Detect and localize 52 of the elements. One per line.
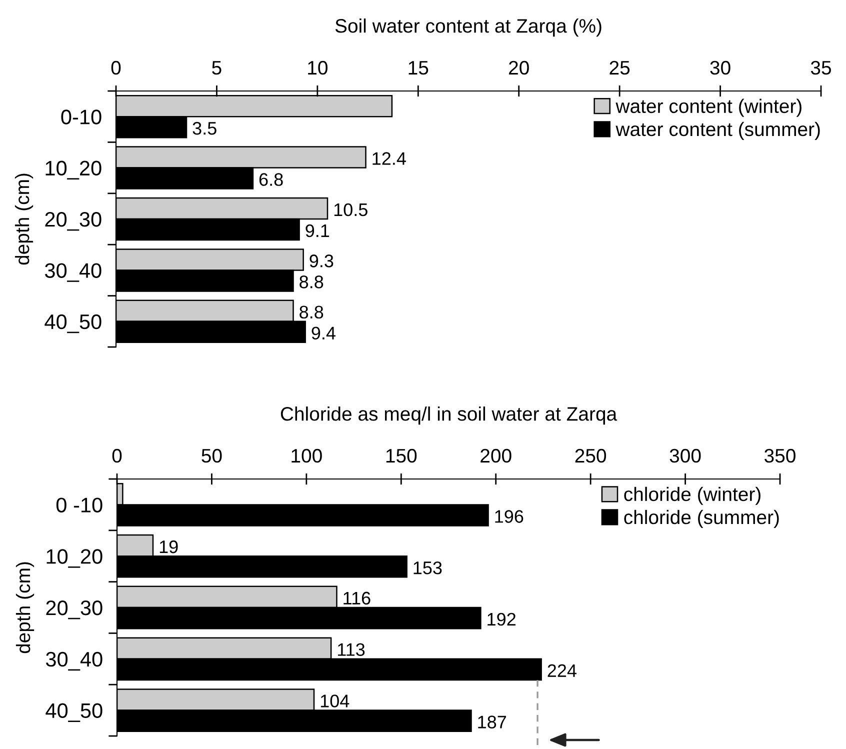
y-tick-label: 40_50 xyxy=(44,314,102,334)
x-tick-label: 250 xyxy=(575,448,606,463)
data-label: 196 xyxy=(495,510,524,523)
data-label: 8.8 xyxy=(300,276,324,288)
x-tick-label: 0 xyxy=(111,60,121,75)
data-label: 8.8 xyxy=(300,306,324,319)
data-label: 9.1 xyxy=(306,224,330,238)
x-tick-label: 15 xyxy=(408,61,428,75)
y-tick-label: 30_40 xyxy=(44,263,102,282)
data-label: 9.3 xyxy=(310,254,334,268)
x-tick-label: 350 xyxy=(764,448,796,463)
x-tick-label: 100 xyxy=(292,448,322,463)
y-tick-label: 30_40 xyxy=(46,652,102,671)
data-label: 113 xyxy=(338,643,365,656)
x-tick-label: 50 xyxy=(202,448,222,463)
y-tick-label: 0 -10 xyxy=(56,498,102,512)
x-tick-label: 150 xyxy=(386,448,417,463)
y-axis-title: depth (cm) xyxy=(14,174,34,265)
data-label: 187 xyxy=(478,716,506,728)
data-label: 9.4 xyxy=(312,326,336,340)
y-tick-label: 20_30 xyxy=(45,212,102,231)
data-label: 153 xyxy=(414,561,442,574)
data-label: 3.5 xyxy=(192,122,216,135)
data-label: 224 xyxy=(548,664,576,677)
x-tick-label: 0 xyxy=(112,448,122,463)
x-tick-label: 200 xyxy=(480,448,512,463)
y-tick-label: 20_30 xyxy=(46,600,102,620)
x-tick-label: 300 xyxy=(670,448,701,463)
y-tick-label: 10_20 xyxy=(46,160,102,180)
chart-title: Chloride as meq/l in soil water at Zarqa xyxy=(280,406,618,425)
y-tick-label: 40_50 xyxy=(46,703,102,722)
legend-label: chloride (summer) xyxy=(624,510,779,528)
x-tick-label: 5 xyxy=(212,61,222,75)
data-label: 116 xyxy=(344,592,370,605)
y-tick-label: 0-10 xyxy=(61,110,102,124)
y-tick-label: 10_20 xyxy=(46,549,102,568)
data-label: 104 xyxy=(320,694,350,708)
x-tick-label: 20 xyxy=(509,60,529,75)
data-label: 6.8 xyxy=(259,173,283,186)
x-tick-label: 30 xyxy=(710,60,730,75)
data-label: 19 xyxy=(160,540,178,554)
x-tick-label: 25 xyxy=(610,60,630,75)
data-label: 12.4 xyxy=(372,152,406,165)
legend-label: water content (winter) xyxy=(616,98,802,117)
data-label: 192 xyxy=(488,612,516,626)
legend-label: water content (summer) xyxy=(616,122,820,140)
y-axis-title: depth (cm) xyxy=(16,562,34,654)
data-label: 10.5 xyxy=(334,203,368,216)
chart-title: Soil water content at Zarqa (%) xyxy=(335,18,602,37)
x-tick-label: 35 xyxy=(810,60,831,75)
x-tick-label: 10 xyxy=(308,60,328,75)
legend-label: chloride (winter) xyxy=(624,486,760,505)
